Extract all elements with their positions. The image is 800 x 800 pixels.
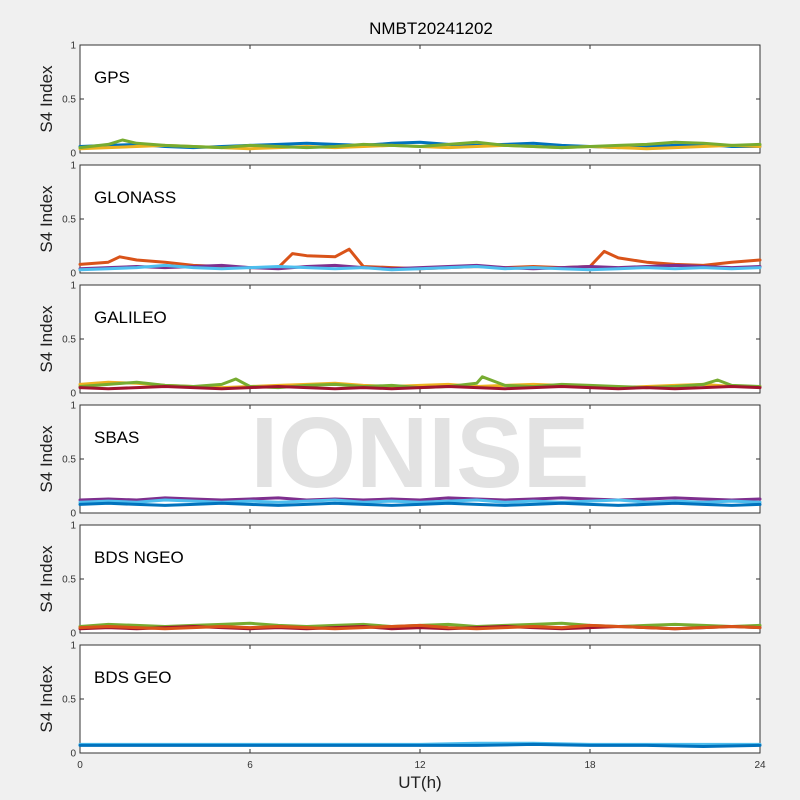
y-axis-label: S4 Index — [37, 65, 56, 133]
series-line — [78, 742, 762, 748]
panel-label: GPS — [94, 68, 130, 87]
y-tick-label: 0.5 — [62, 455, 76, 466]
y-tick-label: 1 — [70, 281, 76, 292]
panel-label: BDS NGEO — [94, 548, 184, 567]
y-tick-label: 1 — [70, 41, 76, 52]
y-tick-label: 0.5 — [62, 335, 76, 346]
y-axis-label: S4 Index — [37, 185, 56, 253]
y-tick-label: 1 — [70, 161, 76, 172]
panels-group: 0 0.5 1 GPS S4 Index 0 0.5 1 GLONASS S4 Index 0 0.5… — [37, 41, 762, 760]
figure-title: NMBT20241202 — [369, 19, 493, 38]
axes-box — [79, 644, 761, 754]
y-tick-label: 0 — [70, 389, 76, 400]
y-tick-label: 0.5 — [62, 695, 76, 706]
axes-box — [79, 284, 761, 394]
x-axis: 0 6 12 18 24 — [77, 760, 766, 771]
series-line — [78, 263, 762, 272]
x-tick-label: 0 — [77, 760, 83, 771]
axes-box — [79, 164, 761, 274]
x-tick-label: 18 — [584, 760, 596, 771]
panel-glonass: 0 0.5 1 GLONASS S4 Index — [37, 161, 762, 280]
series-line — [78, 385, 762, 391]
series-line — [78, 496, 762, 502]
axes-box — [79, 404, 761, 514]
x-tick-label: 24 — [754, 760, 766, 771]
y-tick-label: 0 — [70, 629, 76, 640]
x-axis-label: UT(h) — [398, 773, 441, 792]
panel-label: BDS GEO — [94, 668, 171, 687]
y-tick-label: 0 — [70, 269, 76, 280]
axes-box — [79, 524, 761, 634]
series-line — [78, 623, 762, 631]
panel-bds-ngeo: 0 0.5 1 BDS NGEO S4 Index — [37, 521, 762, 640]
panel-label: GALILEO — [94, 308, 167, 327]
y-tick-label: 0.5 — [62, 95, 76, 106]
y-tick-label: 0.5 — [62, 215, 76, 226]
y-tick-label: 0 — [70, 149, 76, 160]
y-tick-label: 1 — [70, 521, 76, 532]
panel-label: GLONASS — [94, 188, 176, 207]
axes-box — [79, 44, 761, 154]
watermark-text: IONISE — [251, 397, 590, 509]
y-axis-label: S4 Index — [37, 665, 56, 733]
x-tick-label: 6 — [247, 760, 253, 771]
panel-sbas: 0 0.5 1 SBAS S4 Index — [37, 401, 762, 520]
y-tick-label: 0 — [70, 749, 76, 760]
x-tick-label: 12 — [414, 760, 426, 771]
y-tick-label: 0.5 — [62, 575, 76, 586]
series-line — [78, 501, 762, 507]
panel-label: SBAS — [94, 428, 139, 447]
panel-galileo: 0 0.5 1 GALILEO S4 Index — [37, 281, 762, 400]
panel-bds-geo: 0 0.5 1 BDS GEO S4 Index — [37, 641, 762, 760]
panel-gps: 0 0.5 1 GPS S4 Index — [37, 41, 762, 160]
y-tick-label: 0 — [70, 509, 76, 520]
y-axis-label: S4 Index — [37, 425, 56, 493]
y-axis-label: S4 Index — [37, 305, 56, 373]
y-axis-label: S4 Index — [37, 545, 56, 613]
y-tick-label: 1 — [70, 401, 76, 412]
series-line — [78, 498, 762, 504]
y-tick-label: 1 — [70, 641, 76, 652]
series-line — [78, 138, 762, 150]
